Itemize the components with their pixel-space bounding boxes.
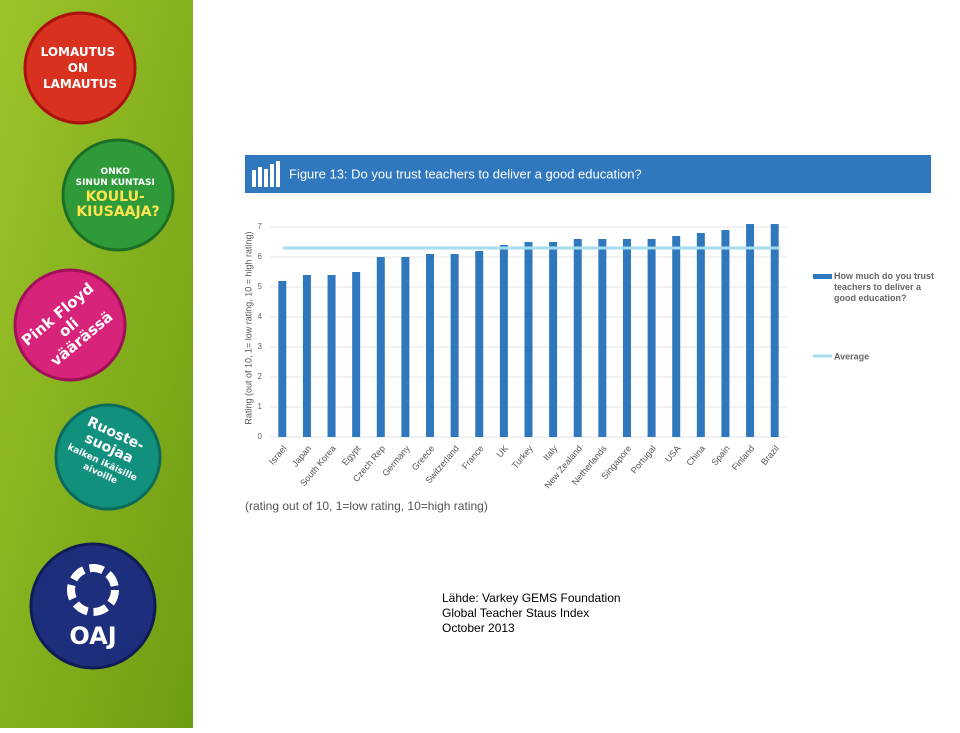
y-tick-label: 3 [258,342,263,351]
legend: How much do you trust teachers to deliver… [813,271,934,361]
source-line: Lähde: Varkey GEMS Foundation [442,591,621,605]
y-tick-label: 2 [258,372,263,381]
badge-line: KOULU- [86,189,145,205]
badge-text: ONKO SINUN KUNTASI KOULU- KIUSAAJA? [76,161,161,221]
badge-text: OAJ [69,622,116,650]
legend-label: How much do you trust teachers to deliver… [834,271,934,303]
bar [573,239,582,437]
source-line: Global Teacher Staus Index [442,606,589,620]
legend-swatch [813,274,832,279]
bar [376,257,385,437]
legend-label-line: teachers to deliver a [834,282,922,292]
bar [450,254,459,437]
bar [475,251,484,437]
chart-note: (rating out of 10, 1=low rating, 10=high… [245,499,488,513]
badge-line: ONKO [101,167,131,177]
bar [746,224,755,437]
bar [352,272,361,437]
figure-header [245,155,931,193]
bar [721,230,730,437]
legend-label: Average [834,351,869,361]
bar [647,239,656,437]
legend-label-line: How much do you trust [834,271,934,281]
badge-line: KIUSAAJA? [76,204,159,220]
bar [696,233,705,437]
header-icon [252,161,280,187]
y-axis-label: Rating (out of 10, 1= low rating, 10 = h… [243,231,253,424]
y-tick-label: 5 [258,282,263,291]
badge-line: LAMAUTUS [43,77,117,91]
legend-label-line: good education? [834,293,907,303]
badge-line: ON [68,61,88,75]
badge-text: LOMAUTUS ON LAMAUTUS [41,45,120,91]
badge-line: SINUN KUNTASI [76,178,155,188]
source-line: October 2013 [442,621,515,635]
bar [770,224,779,437]
y-tick-label: 1 [258,402,263,411]
bar [327,275,336,437]
bar [302,275,311,437]
badge: ONKO SINUN KUNTASI KOULU- KIUSAAJA? [61,138,175,252]
chart-title: Figure 13: Do you trust teachers to deli… [289,166,642,181]
bar [499,245,508,437]
y-tick-label: 7 [258,222,263,231]
badge-line: LOMAUTUS [41,45,116,59]
bar [426,254,435,437]
y-tick-label: 0 [258,432,263,441]
bar [622,239,631,437]
badge: Ruoste- suojaa kaiken ikäisille aivoille [54,403,162,511]
y-tick-label: 4 [258,312,263,321]
bar [598,239,607,437]
badge: LOMAUTUS ON LAMAUTUS [23,11,137,125]
bar [549,242,558,437]
badge: Pink Floyd oli väärässä [13,268,127,382]
bar [401,257,410,437]
bar [524,242,533,437]
badge: OAJ [29,542,157,670]
y-tick-label: 6 [258,252,263,261]
bar [278,281,287,437]
bar [672,236,681,437]
